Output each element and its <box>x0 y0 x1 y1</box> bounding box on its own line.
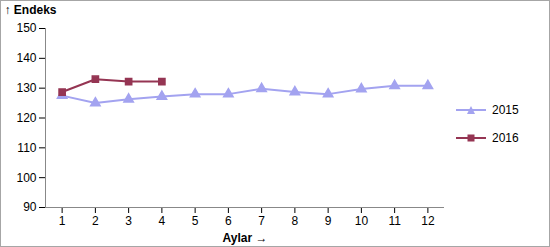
svg-text:90: 90 <box>23 200 37 214</box>
svg-text:2: 2 <box>92 214 99 228</box>
svg-text:6: 6 <box>225 214 232 228</box>
svg-text:3: 3 <box>125 214 132 228</box>
svg-text:120: 120 <box>16 111 36 125</box>
html-text:2015: 2015 <box>492 102 519 117</box>
svg-text:↑ Endeks: ↑ Endeks <box>5 3 57 17</box>
svg-text:150: 150 <box>16 21 36 35</box>
svg-text:100: 100 <box>16 171 36 185</box>
svg-text:110: 110 <box>17 141 36 155</box>
svg-text:140: 140 <box>16 51 36 65</box>
svg-text:Aylar →: Aylar → <box>223 231 268 245</box>
svg-text:5: 5 <box>192 214 199 228</box>
svg-text:8: 8 <box>292 214 299 228</box>
svg-text:12: 12 <box>421 214 435 228</box>
svg-text:9: 9 <box>325 214 332 228</box>
svg-text:10: 10 <box>355 214 369 228</box>
svg-text:11: 11 <box>388 214 401 228</box>
svg-text:4: 4 <box>159 214 166 228</box>
svg-text:130: 130 <box>16 81 36 95</box>
svg-text:1: 1 <box>59 214 66 228</box>
html-text:2016: 2016 <box>492 130 519 145</box>
svg-text:7: 7 <box>258 214 265 228</box>
